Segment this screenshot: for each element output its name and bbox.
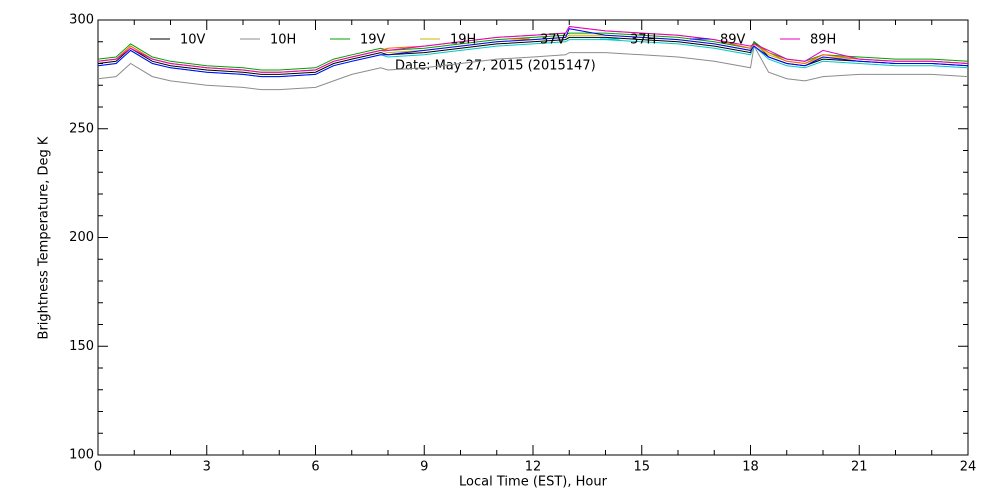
x-tick-label: 6 bbox=[311, 460, 319, 475]
x-tick-label: 0 bbox=[94, 460, 102, 475]
legend-label: 19V bbox=[360, 33, 386, 48]
x-tick-label: 9 bbox=[420, 460, 428, 475]
x-tick-label: 18 bbox=[742, 460, 759, 475]
y-tick-label: 100 bbox=[69, 448, 94, 463]
legend-label: 89H bbox=[810, 33, 836, 48]
y-tick-label: 250 bbox=[69, 121, 94, 136]
series-line bbox=[97, 25, 969, 73]
plot-frame bbox=[97, 19, 969, 456]
legend-label: 19H bbox=[450, 33, 476, 48]
x-tick-label: 15 bbox=[633, 460, 650, 475]
y-axis-label: Brightness Temperature, Deg K bbox=[37, 136, 52, 339]
x-tick-label: 3 bbox=[203, 460, 211, 475]
legend-label: 10V bbox=[180, 33, 206, 48]
x-tick-label: 12 bbox=[525, 460, 542, 475]
y-tick-label: 300 bbox=[69, 13, 94, 28]
legend-label: 89V bbox=[720, 33, 746, 48]
series-line bbox=[97, 44, 969, 91]
x-axis-label: Local Time (EST), Hour bbox=[459, 475, 608, 490]
x-tick-label: 24 bbox=[960, 460, 977, 475]
series-line bbox=[97, 28, 969, 78]
x-tick-label: 21 bbox=[851, 460, 868, 475]
legend-label: 10H bbox=[270, 33, 296, 48]
annotation: Date: May 27, 2015 (2015147) bbox=[395, 59, 596, 74]
legend-label: 37V bbox=[540, 33, 566, 48]
y-tick-label: 200 bbox=[69, 230, 94, 245]
legend-label: 37H bbox=[630, 33, 656, 48]
y-tick-label: 150 bbox=[69, 339, 94, 354]
